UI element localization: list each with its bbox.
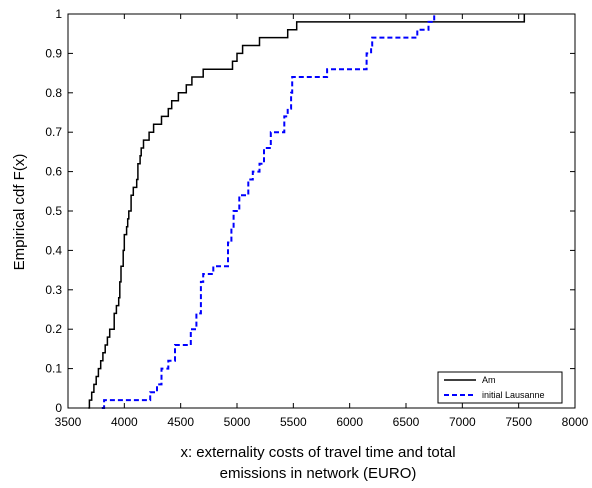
legend-label-initial-lausanne: initial Lausanne xyxy=(482,390,545,400)
x-tick-label: 7500 xyxy=(505,415,532,429)
y-tick-label: 0.6 xyxy=(45,165,62,179)
y-tick-label: 1 xyxy=(55,7,62,21)
legend-box xyxy=(437,371,563,404)
series-layer xyxy=(88,14,526,409)
x-tick-label: 4500 xyxy=(167,415,194,429)
series-line-am xyxy=(88,14,526,409)
x-tick-label: 5500 xyxy=(280,415,307,429)
legend-label-am: Am xyxy=(482,375,496,385)
x-tick-label: 8000 xyxy=(562,415,589,429)
y-axis-label: Empirical cdf F(x) xyxy=(11,154,28,271)
y-tick-label: 0.9 xyxy=(45,46,62,60)
y-tick-label: 0.2 xyxy=(45,322,62,336)
series-line-initial-lausanne xyxy=(101,14,436,409)
x-axis-label-line-2: emissions in network (EURO) xyxy=(220,465,417,482)
x-tick-label: 3500 xyxy=(55,415,82,429)
x-tick-label: 6500 xyxy=(393,415,420,429)
y-tick-label: 0.8 xyxy=(45,86,62,100)
y-tick-label: 0 xyxy=(55,401,62,415)
legend: Am initial Lausanne xyxy=(437,371,563,404)
ticks-layer: 3500 4000 4500 5000 5500 6000 6500 7000 7500 8000… xyxy=(45,7,588,429)
x-tick-label: 7000 xyxy=(449,415,476,429)
y-tick-label: 0.7 xyxy=(45,125,62,139)
y-tick-label: 0.3 xyxy=(45,283,62,297)
plot-frame xyxy=(67,13,576,409)
x-tick-label: 5000 xyxy=(224,415,251,429)
y-tick-label: 0.1 xyxy=(45,362,62,376)
y-tick-label: 0.4 xyxy=(45,243,62,257)
y-tick-label: 0.5 xyxy=(45,204,62,218)
x-axis-label-line-1: x: externality costs of travel time and … xyxy=(180,444,455,461)
x-tick-label: 6000 xyxy=(336,415,363,429)
x-tick-label: 4000 xyxy=(111,415,138,429)
